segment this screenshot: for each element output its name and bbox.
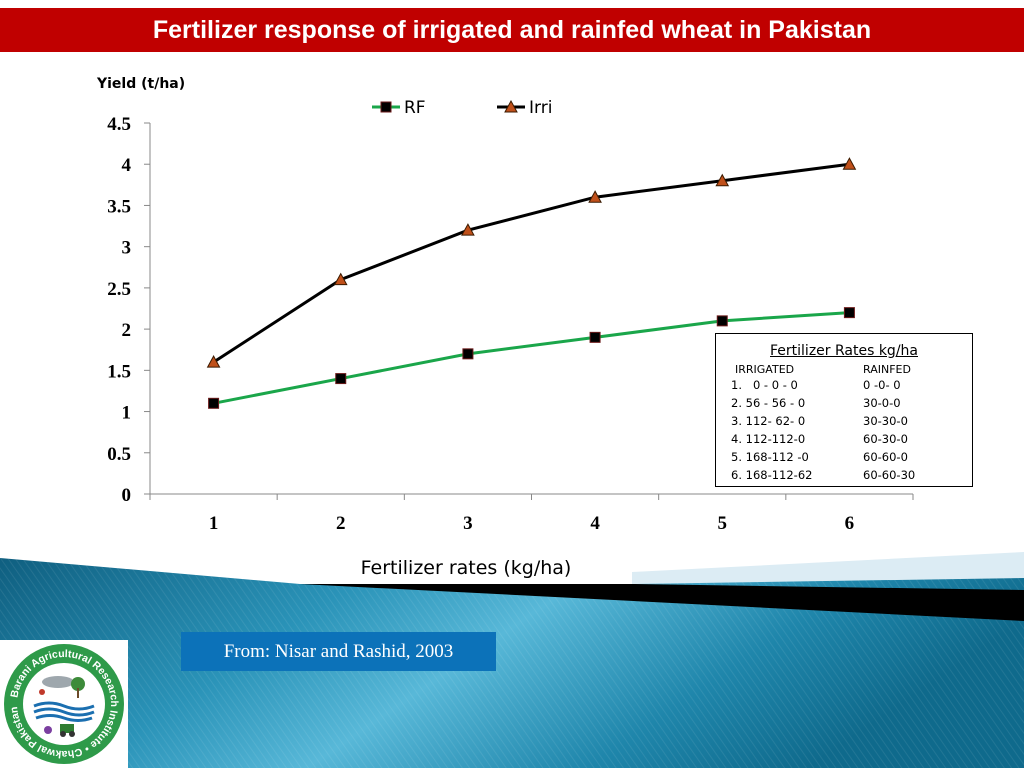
line-chart: 0 0.5 1 1.5 2 2.5 3 3.5 4 4.5 1 2 3 4 5 6 RF Irri [107,98,914,534]
series-line-rf [213,311,850,405]
header-rainfed: RAINFED [863,363,911,376]
table-row: 3. 112- 62- 0 30-30-0 [716,412,972,430]
y-tick-label: 2.5 [107,279,131,300]
rainfed-rate: 60-60-30 [863,468,916,482]
y-tick-label: 3.5 [107,196,131,217]
logo-emblem: Barani Agricultural Research Institute •… [0,631,124,764]
tree-trunk-icon [77,688,79,698]
y-tick-label: 4 [122,155,132,176]
footer-banner [0,552,1024,768]
y-axis-label: Yield (t/ha) [97,76,186,92]
series-line-irri [212,162,850,364]
institute-logo: Barani Agricultural Research Institute •… [0,631,128,768]
water-wave-icon [33,701,95,711]
tree-icon [71,677,85,691]
legend-marker-rf [380,101,392,113]
irrigated-rate: 3. 112- 62- 0 [731,414,806,428]
rates-table-title: Fertilizer Rates kg/ha [770,343,918,359]
table-row: 6. 168-112-62 60-60-30 [716,466,972,484]
data-point-irri [461,223,475,236]
y-tick-label: 1 [122,403,132,424]
rates-table-header: IRRIGATED RAINFED [716,363,972,376]
table-row: 2. 56 - 56 - 0 30-0-0 [716,394,972,412]
legend-label-rf: RF [404,98,426,118]
rainfed-rate: 0 -0- 0 [863,378,901,392]
fertilizer-rates-table: Fertilizer Rates kg/ha IRRIGATED RAINFED… [715,333,973,487]
data-point-irri [333,272,348,286]
flower-icon [39,689,45,695]
rainfed-rate: 30-30-0 [863,414,908,428]
data-point-irri [715,173,730,187]
x-tick-label: 5 [718,513,728,534]
slide-title: Fertilizer response of irrigated and rai… [0,8,1024,52]
tractor-icon [60,724,74,733]
tractor-wheel-icon [60,731,66,737]
grapes-icon [44,726,52,734]
y-tick-label: 0 [122,485,132,506]
rainfed-rate: 30-0-0 [863,396,901,410]
x-tick-label: 4 [590,513,600,534]
x-tick-label: 6 [845,513,855,534]
table-row: 5. 168-112 -0 60-60-0 [716,448,972,466]
rainfed-rate: 60-60-0 [863,450,908,464]
data-point-irri [842,157,857,170]
rainfed-rate: 60-30-0 [863,432,908,446]
table-row: 1. 0 - 0 - 0 0 -0- 0 [716,376,972,394]
irrigated-rate: 6. 168-112-62 [731,468,813,482]
table-row: 4. 112-112-0 60-30-0 [716,430,972,448]
irrigated-rate: 2. 56 - 56 - 0 [731,396,806,410]
header-irrigated: IRRIGATED [735,363,795,376]
data-point-rf [208,397,220,409]
irrigated-rate: 1. 0 - 0 - 0 [731,378,798,392]
y-tick-label: 3 [122,238,132,259]
data-point-rf [716,315,728,327]
data-point-rf [335,373,347,385]
footer-texture [0,558,1024,768]
x-tick-label: 1 [209,513,219,534]
x-tick-label: 2 [336,513,346,534]
y-tick-label: 2 [122,320,132,341]
irrigated-rate: 5. 168-112 -0 [731,450,809,464]
data-point-rf [843,307,855,319]
water-wave-icon [33,707,95,717]
cloud-icon [42,676,74,688]
y-tick-label: 1.5 [107,361,131,382]
legend-marker-irri [504,99,518,113]
data-point-irri [206,355,221,368]
x-tick-label: 3 [463,513,473,534]
footer-black-wedge [300,584,1024,621]
data-point-irri [588,190,602,203]
data-point-rf [589,331,601,343]
y-tick-label: 0.5 [107,444,131,465]
footer-light-stripe [632,552,1024,584]
legend-label-irri: Irri [529,98,552,118]
y-tick-label: 4.5 [107,114,131,135]
tractor-wheel-icon [69,731,75,737]
irrigated-rate: 4. 112-112-0 [731,432,806,446]
water-wave-icon [35,714,93,722]
data-point-rf [462,348,474,360]
source-citation: From: Nisar and Rashid, 2003 [181,632,496,671]
x-axis-label: Fertilizer rates (kg/ha) [300,555,632,581]
